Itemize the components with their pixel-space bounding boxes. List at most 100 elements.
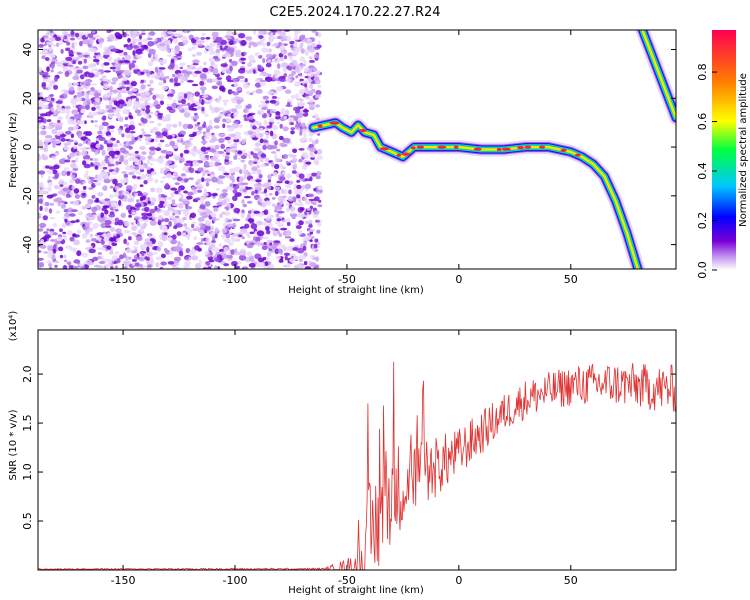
noise-speckle	[150, 127, 158, 133]
noise-speckle	[43, 146, 49, 153]
noise-speckle	[147, 200, 151, 204]
noise-speckle	[265, 186, 272, 190]
noise-speckle	[289, 211, 296, 215]
noise-speckle	[169, 250, 174, 255]
noise-speckle	[56, 105, 62, 112]
noise-speckle	[193, 145, 198, 152]
noise-speckle	[309, 254, 316, 259]
noise-speckle	[85, 170, 89, 176]
noise-speckle	[298, 173, 305, 179]
noise-speckle	[295, 75, 299, 79]
noise-speckle	[155, 147, 162, 152]
noise-speckle	[280, 44, 285, 50]
noise-speckle	[294, 93, 300, 99]
noise-speckle	[149, 120, 155, 124]
noise-speckle	[179, 157, 185, 163]
noise-speckle	[165, 114, 171, 118]
x-tick-label: -50	[338, 574, 356, 587]
noise-speckle	[223, 263, 230, 267]
noise-speckle	[123, 159, 129, 166]
noise-speckle	[301, 128, 307, 133]
noise-speckle	[271, 227, 275, 231]
noise-speckle	[91, 83, 98, 86]
noise-speckle	[256, 169, 262, 175]
noise-speckle	[68, 154, 76, 158]
noise-speckle	[81, 205, 87, 210]
noise-speckle	[71, 185, 76, 191]
noise-speckle	[309, 176, 313, 182]
noise-speckle	[115, 107, 121, 113]
noise-speckle	[101, 121, 109, 127]
noise-speckle	[200, 140, 208, 144]
noise-speckle	[119, 254, 124, 260]
noise-speckle	[154, 74, 160, 80]
noise-speckle	[197, 40, 205, 44]
noise-speckle	[267, 179, 272, 183]
noise-speckle	[250, 151, 254, 156]
noise-speckle	[225, 31, 233, 36]
noise-speckle	[84, 82, 91, 87]
noise-speckle	[47, 253, 53, 258]
noise-speckle	[214, 161, 219, 167]
noise-speckle	[125, 134, 133, 139]
noise-speckle	[91, 148, 97, 152]
noise-speckle	[283, 137, 291, 144]
noise-speckle	[187, 177, 194, 180]
noise-speckle	[53, 244, 57, 250]
noise-speckle	[141, 251, 145, 256]
noise-speckle	[173, 256, 182, 262]
noise-speckle	[49, 37, 57, 42]
noise-speckle	[222, 188, 228, 193]
noise-speckle	[192, 59, 200, 64]
noise-speckle	[136, 235, 143, 242]
noise-speckle	[315, 264, 320, 269]
noise-speckle	[289, 238, 295, 242]
noise-speckle	[313, 210, 320, 215]
noise-speckle	[193, 189, 198, 194]
noise-speckle	[148, 235, 155, 239]
noise-speckle	[286, 245, 294, 252]
noise-speckle	[145, 166, 152, 170]
noise-speckle	[164, 217, 170, 223]
noise-speckle	[91, 106, 96, 111]
x-tick-label: -100	[223, 574, 248, 587]
noise-speckle	[197, 122, 201, 125]
noise-speckle	[263, 119, 268, 126]
noise-speckle	[182, 168, 186, 171]
ridge-hotspot	[517, 146, 525, 150]
noise-speckle	[193, 36, 201, 40]
noise-speckle	[209, 212, 217, 216]
noise-speckle	[267, 73, 272, 77]
noise-speckle	[155, 256, 163, 261]
noise-speckle	[78, 263, 85, 267]
noise-speckle	[297, 81, 301, 87]
noise-speckle	[150, 57, 155, 63]
noise-speckle	[136, 159, 142, 166]
noise-speckle	[210, 61, 215, 66]
noise-speckle	[297, 262, 303, 268]
noise-speckle	[79, 74, 85, 80]
noise-speckle	[315, 191, 322, 195]
noise-speckle	[248, 44, 252, 49]
noise-speckle	[139, 146, 146, 150]
noise-speckle	[276, 180, 283, 184]
noise-speckle	[279, 163, 284, 170]
noise-speckle	[242, 203, 247, 208]
noise-speckle	[218, 133, 226, 137]
noise-speckle	[113, 100, 118, 106]
y-tick-label: 0.5	[21, 512, 34, 530]
noise-speckle	[279, 123, 283, 129]
noise-speckle	[54, 264, 58, 268]
noise-speckle	[307, 92, 314, 97]
noise-speckle	[109, 237, 116, 242]
noise-speckle	[65, 114, 70, 120]
noise-speckle	[39, 113, 48, 117]
noise-speckle	[79, 40, 83, 47]
noise-speckle	[103, 86, 107, 89]
noise-speckle	[169, 78, 174, 83]
noise-speckle	[245, 36, 253, 40]
noise-speckle	[262, 139, 269, 143]
noise-speckle	[270, 32, 274, 36]
noise-speckle	[48, 42, 54, 45]
noise-speckle	[236, 87, 242, 92]
